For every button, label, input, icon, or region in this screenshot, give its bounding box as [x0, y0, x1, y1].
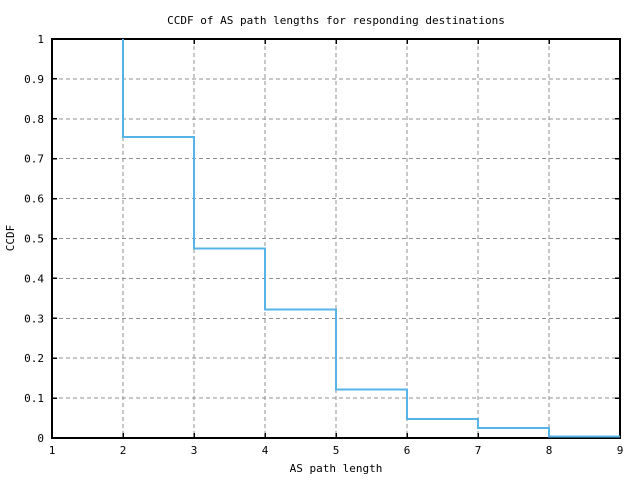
grid-layer — [52, 39, 620, 438]
y-tick-label: 0.9 — [24, 73, 44, 86]
y-axis-label: CCDF — [4, 225, 17, 252]
y-tick-label: 0.4 — [24, 272, 44, 285]
x-tick-label: 2 — [120, 444, 127, 457]
y-tick-label: 0.6 — [24, 193, 44, 206]
y-tick-label: 0.3 — [24, 312, 44, 325]
x-axis-label: AS path length — [290, 462, 383, 475]
x-tick-label: 5 — [333, 444, 340, 457]
axes-layer: 1 2 3 4 5 6 7 8 9 0 0.1 0.2 0.3 0.4 0.5 0.6 0.7 0.8 0.9 1 — [24, 33, 623, 457]
x-tick-label: 1 — [49, 444, 56, 457]
y-tick-label: 0.2 — [24, 352, 44, 365]
x-tick-label: 8 — [546, 444, 553, 457]
x-tick-label: 3 — [191, 444, 198, 457]
y-tick-label: 1 — [37, 33, 44, 46]
x-tick-label: 7 — [475, 444, 482, 457]
x-tick-label: 6 — [404, 444, 411, 457]
y-tick-label: 0.7 — [24, 153, 44, 166]
ccdf-step-line — [122, 39, 620, 438]
y-tick-label: 0.8 — [24, 113, 44, 126]
y-tick-label: 0.5 — [24, 233, 44, 246]
chart-title: CCDF of AS path lengths for responding d… — [167, 14, 505, 27]
y-tick-label: 0 — [37, 432, 44, 445]
x-tick-label: 4 — [262, 444, 269, 457]
series-layer — [122, 39, 620, 438]
x-tick-label: 9 — [617, 444, 624, 457]
y-tick-label: 0.1 — [24, 392, 44, 405]
